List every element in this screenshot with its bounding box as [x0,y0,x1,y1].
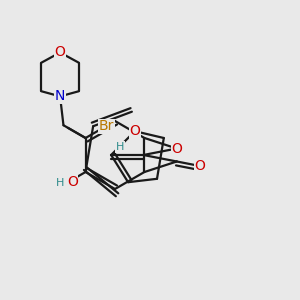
Text: O: O [171,142,182,155]
Text: O: O [55,46,65,59]
Text: O: O [130,124,140,138]
Text: H: H [116,142,124,152]
Text: N: N [55,89,65,103]
Text: Br: Br [98,119,114,133]
Text: O: O [67,175,78,188]
Text: O: O [195,159,206,173]
Text: H: H [56,178,64,188]
